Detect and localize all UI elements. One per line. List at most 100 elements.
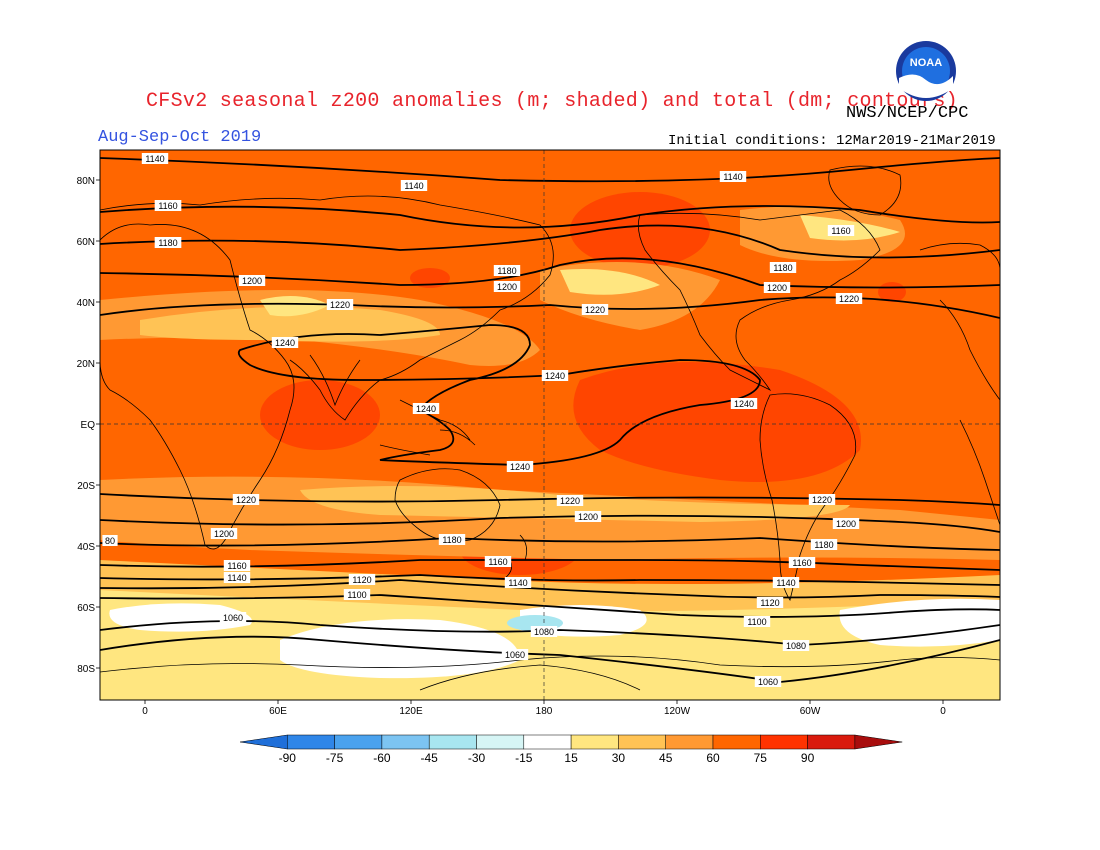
contour-label: 1180 — [442, 535, 461, 545]
contour-label: 1240 — [510, 462, 530, 472]
contour-label-box — [581, 304, 609, 315]
contour-label-box — [154, 237, 182, 248]
contour-label: 1160 — [792, 558, 811, 568]
contour-label: 1200 — [497, 282, 517, 292]
contour-label: 1120 — [760, 598, 779, 608]
colorbar: -90 -75 -60 -45 -30 -15 15 30 45 60 75 90 — [239, 734, 903, 765]
contour-label-box — [343, 589, 371, 600]
contour-label: 1220 — [236, 495, 256, 505]
colorbar-label: -45 — [421, 751, 439, 765]
initial-conditions-label: Initial conditions: 12Mar2019-21Mar2019 — [668, 133, 996, 149]
contour-label: 1200 — [214, 529, 234, 539]
colorbar-swatch — [523, 734, 572, 750]
colorbar-label: -90 — [279, 751, 297, 765]
season-label: Aug-Sep-Oct 2019 — [98, 128, 262, 147]
contour-1160-s — [100, 559, 1000, 571]
contour-label: 1140 — [508, 578, 527, 588]
contour-label: 1240 — [275, 338, 295, 348]
noaa-logo: NOAA — [896, 41, 956, 101]
contour-1200-s — [100, 514, 1000, 533]
contour-label-box — [232, 494, 260, 505]
lat-tick: 40S — [77, 542, 95, 553]
contour-label-box — [541, 370, 569, 381]
chart-title: CFSv2 seasonal z200 anomalies (m; shaded… — [146, 90, 958, 113]
lat-tick: 60N — [77, 237, 95, 248]
contour-label-box — [238, 275, 266, 286]
contour-label: 1200 — [242, 276, 262, 286]
contour-label-box — [223, 560, 251, 571]
contour-label: 1100 — [347, 590, 366, 600]
coast-eurasia — [100, 195, 554, 421]
contour-label-box — [782, 640, 810, 651]
coast-africa — [100, 223, 295, 550]
colorbar-swatch — [665, 734, 714, 750]
lat-tick: 20N — [77, 359, 95, 370]
contour-label-box — [438, 534, 466, 545]
contour-label: 1100 — [747, 617, 766, 627]
colorbar-swatch — [712, 734, 761, 750]
lat-tick: 60S — [77, 603, 95, 614]
contour-label-box — [400, 180, 428, 191]
contour-label: 1180 — [773, 263, 792, 273]
lon-tick: 0 — [940, 706, 946, 717]
contour-label: 1060 — [505, 650, 525, 660]
colorbar-swatch — [570, 734, 619, 750]
contour-label-box — [808, 494, 836, 505]
contour-label: 1160 — [227, 561, 246, 571]
colorbar-label: 90 — [801, 751, 815, 765]
shade-high-io — [260, 380, 380, 450]
contour-label: 1060 — [223, 613, 243, 623]
colorbar-label: -60 — [373, 751, 391, 765]
contour-label: 1240 — [416, 404, 436, 414]
lat-tick-marks — [96, 179, 100, 669]
contour-label-box — [769, 262, 797, 273]
contour-label-box — [556, 495, 584, 506]
contour-label: 1220 — [812, 495, 832, 505]
contour-label-box — [832, 518, 860, 529]
contour-1200-n — [100, 257, 1000, 289]
shade-white-b — [280, 619, 520, 679]
contour-label-box — [501, 649, 529, 660]
colorbar-label: 30 — [612, 751, 626, 765]
contour-1100 — [100, 594, 1000, 618]
contour-label: 1140 — [227, 573, 246, 583]
contour-label-box — [326, 299, 354, 310]
contour-1140-s — [100, 574, 1000, 586]
colorbar-swatch — [381, 734, 430, 750]
contour-label-box — [102, 535, 118, 546]
contour-1080 — [100, 620, 1000, 646]
lat-axis: 80N 60N 40N 20N EQ 20S 40S 60S 80S — [77, 176, 96, 675]
contour-label-box — [141, 153, 169, 164]
contour-1220-s — [100, 493, 1000, 506]
shade-white-d — [839, 598, 1000, 647]
colorbar-label: -30 — [468, 751, 486, 765]
shade-light-bottom — [100, 660, 1000, 700]
coast-india — [309, 354, 361, 407]
contour-label: 1140 — [776, 578, 795, 588]
contour-label-box — [730, 398, 758, 409]
contour-label: 1180 — [814, 540, 833, 550]
contour-label: 1140 — [723, 172, 742, 182]
lon-tick: 120E — [399, 706, 423, 717]
contour-labels: 1140 1140 1140 1140 1140 1140 1160 1160 1160 1160… — [102, 153, 863, 687]
contour-label-box — [493, 265, 521, 276]
contour-label-box — [530, 626, 558, 637]
contour-label: 1080 — [534, 627, 554, 637]
colorbar-swatch — [287, 734, 335, 750]
map-frame — [99, 149, 1001, 701]
lon-axis: 0 60E 120E 180 120W 60W 0 — [142, 706, 946, 717]
colorbar-label: 75 — [754, 751, 768, 765]
contour-1140-n — [100, 157, 1000, 183]
contour-label: 1180 — [158, 238, 177, 248]
colorbar-swatch — [334, 734, 383, 750]
coast-north-america — [637, 209, 881, 392]
lat-tick: 80N — [77, 176, 95, 187]
contour-label: 1060 — [758, 677, 778, 687]
lat-tick: 80S — [77, 664, 95, 675]
contour-label: 1200 — [767, 283, 787, 293]
contour-label-box — [412, 403, 440, 414]
contour-label-box — [210, 528, 238, 539]
contour-label: 1220 — [330, 300, 350, 310]
noaa-logo-text: NOAA — [910, 57, 942, 69]
contour-label-box — [719, 171, 747, 182]
